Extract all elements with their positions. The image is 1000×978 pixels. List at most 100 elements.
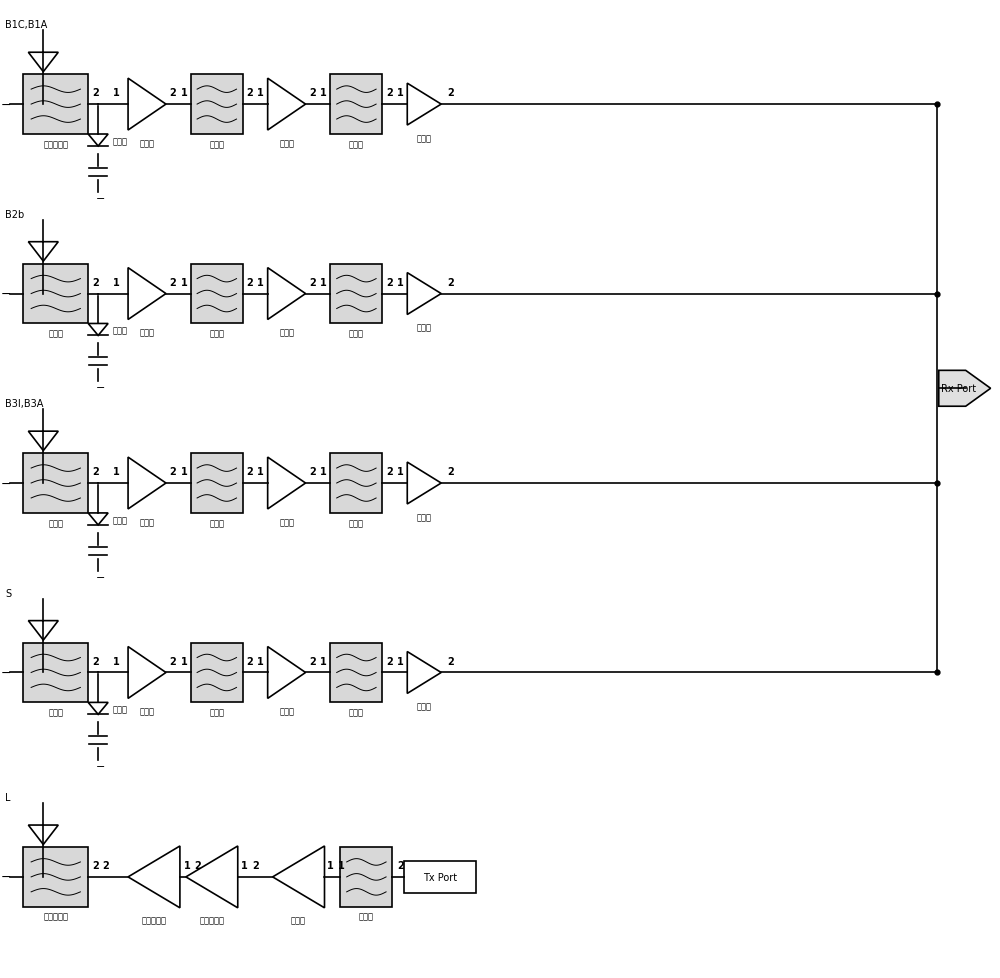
Polygon shape xyxy=(128,79,166,131)
Text: 滤波器: 滤波器 xyxy=(209,518,224,527)
Text: 2: 2 xyxy=(386,467,393,476)
Bar xyxy=(330,264,382,324)
Text: 2: 2 xyxy=(309,656,316,666)
Polygon shape xyxy=(28,621,58,641)
Text: 1: 1 xyxy=(113,467,119,476)
Text: 2: 2 xyxy=(170,88,176,98)
Bar xyxy=(330,75,382,135)
Text: 2: 2 xyxy=(92,88,99,98)
Text: 放大器: 放大器 xyxy=(140,707,155,716)
Text: 滤波器: 滤波器 xyxy=(349,708,364,717)
Bar xyxy=(330,643,382,702)
Text: B1C,B1A: B1C,B1A xyxy=(5,21,48,30)
Text: 1: 1 xyxy=(257,467,264,476)
Bar xyxy=(330,454,382,513)
Text: B3I,B3A: B3I,B3A xyxy=(5,399,44,409)
Text: 滤波器: 滤波器 xyxy=(349,330,364,338)
Polygon shape xyxy=(28,243,58,262)
Text: 1: 1 xyxy=(338,860,345,870)
Text: 限幅器: 限幅器 xyxy=(113,515,128,524)
Text: 放大器: 放大器 xyxy=(279,707,294,716)
Text: 2: 2 xyxy=(92,278,99,288)
Text: −: − xyxy=(1,870,12,883)
Text: 2: 2 xyxy=(246,278,253,288)
Polygon shape xyxy=(28,431,58,451)
Text: 2: 2 xyxy=(386,278,393,288)
Polygon shape xyxy=(268,458,306,510)
Polygon shape xyxy=(273,846,324,908)
Text: 1: 1 xyxy=(397,278,404,288)
Text: 2: 2 xyxy=(447,467,454,476)
Text: 1: 1 xyxy=(184,860,190,870)
Text: 1: 1 xyxy=(397,467,404,476)
Polygon shape xyxy=(186,846,238,908)
Text: 滤波器: 滤波器 xyxy=(209,330,224,338)
Text: 限幅器: 限幅器 xyxy=(113,137,128,146)
Text: 2: 2 xyxy=(397,860,404,870)
Text: 滤波器: 滤波器 xyxy=(349,518,364,527)
Polygon shape xyxy=(268,646,306,698)
Text: 2: 2 xyxy=(170,278,176,288)
Bar xyxy=(191,264,243,324)
Text: 限幅器: 限幅器 xyxy=(113,705,128,714)
Text: −: − xyxy=(1,288,12,301)
Bar xyxy=(340,847,392,907)
Bar xyxy=(191,75,243,135)
Text: 1: 1 xyxy=(113,656,119,666)
Text: 滤波器: 滤波器 xyxy=(48,330,63,338)
Bar xyxy=(191,454,243,513)
Text: 1: 1 xyxy=(181,88,187,98)
Bar xyxy=(23,643,88,702)
Text: 1: 1 xyxy=(113,278,119,288)
Text: 放大器: 放大器 xyxy=(279,329,294,337)
Text: 推动放大器: 推动放大器 xyxy=(199,915,224,925)
Text: 放大器: 放大器 xyxy=(291,915,306,925)
Text: 放大器: 放大器 xyxy=(140,517,155,526)
Text: 2: 2 xyxy=(170,467,176,476)
Polygon shape xyxy=(28,53,58,72)
Text: 2: 2 xyxy=(246,467,253,476)
Text: 1: 1 xyxy=(181,278,187,288)
Text: Rx Port: Rx Port xyxy=(941,384,976,394)
Text: 2: 2 xyxy=(386,88,393,98)
Text: 功率放大器: 功率放大器 xyxy=(141,915,166,925)
Polygon shape xyxy=(128,846,180,908)
Polygon shape xyxy=(268,79,306,131)
Text: 2: 2 xyxy=(447,278,454,288)
Text: 滤波器: 滤波器 xyxy=(48,518,63,527)
Text: 1: 1 xyxy=(320,467,327,476)
Text: 2: 2 xyxy=(246,656,253,666)
Polygon shape xyxy=(128,268,166,320)
Bar xyxy=(23,454,88,513)
Polygon shape xyxy=(268,268,306,320)
Text: 限幅器: 限幅器 xyxy=(113,326,128,335)
Text: 滤波器: 滤波器 xyxy=(209,708,224,717)
Text: −: − xyxy=(95,762,105,772)
Text: 滤波器: 滤波器 xyxy=(349,140,364,149)
Polygon shape xyxy=(407,463,441,505)
Text: 放大器: 放大器 xyxy=(140,329,155,337)
Text: 2: 2 xyxy=(309,278,316,288)
Text: 1: 1 xyxy=(397,656,404,666)
Text: 2: 2 xyxy=(103,860,109,870)
Text: 2: 2 xyxy=(447,88,454,98)
Text: 放大器: 放大器 xyxy=(417,323,432,333)
Text: 2: 2 xyxy=(309,467,316,476)
Text: 1: 1 xyxy=(257,278,264,288)
Text: 滤波器: 滤波器 xyxy=(209,140,224,149)
Bar xyxy=(191,643,243,702)
Text: 1: 1 xyxy=(181,467,187,476)
Text: 1: 1 xyxy=(241,860,248,870)
Text: 放大器: 放大器 xyxy=(279,139,294,148)
Text: 2: 2 xyxy=(92,860,99,870)
Text: 滤波器: 滤波器 xyxy=(359,911,374,921)
Text: S: S xyxy=(5,588,12,599)
Text: −: − xyxy=(95,383,105,393)
Text: 1: 1 xyxy=(397,88,404,98)
Text: −: − xyxy=(95,572,105,582)
Text: 1: 1 xyxy=(320,656,327,666)
Text: 联锁滤波器: 联锁滤波器 xyxy=(43,140,68,149)
Text: −: − xyxy=(95,194,105,203)
Text: 放大器: 放大器 xyxy=(417,134,432,143)
Bar xyxy=(404,861,476,893)
